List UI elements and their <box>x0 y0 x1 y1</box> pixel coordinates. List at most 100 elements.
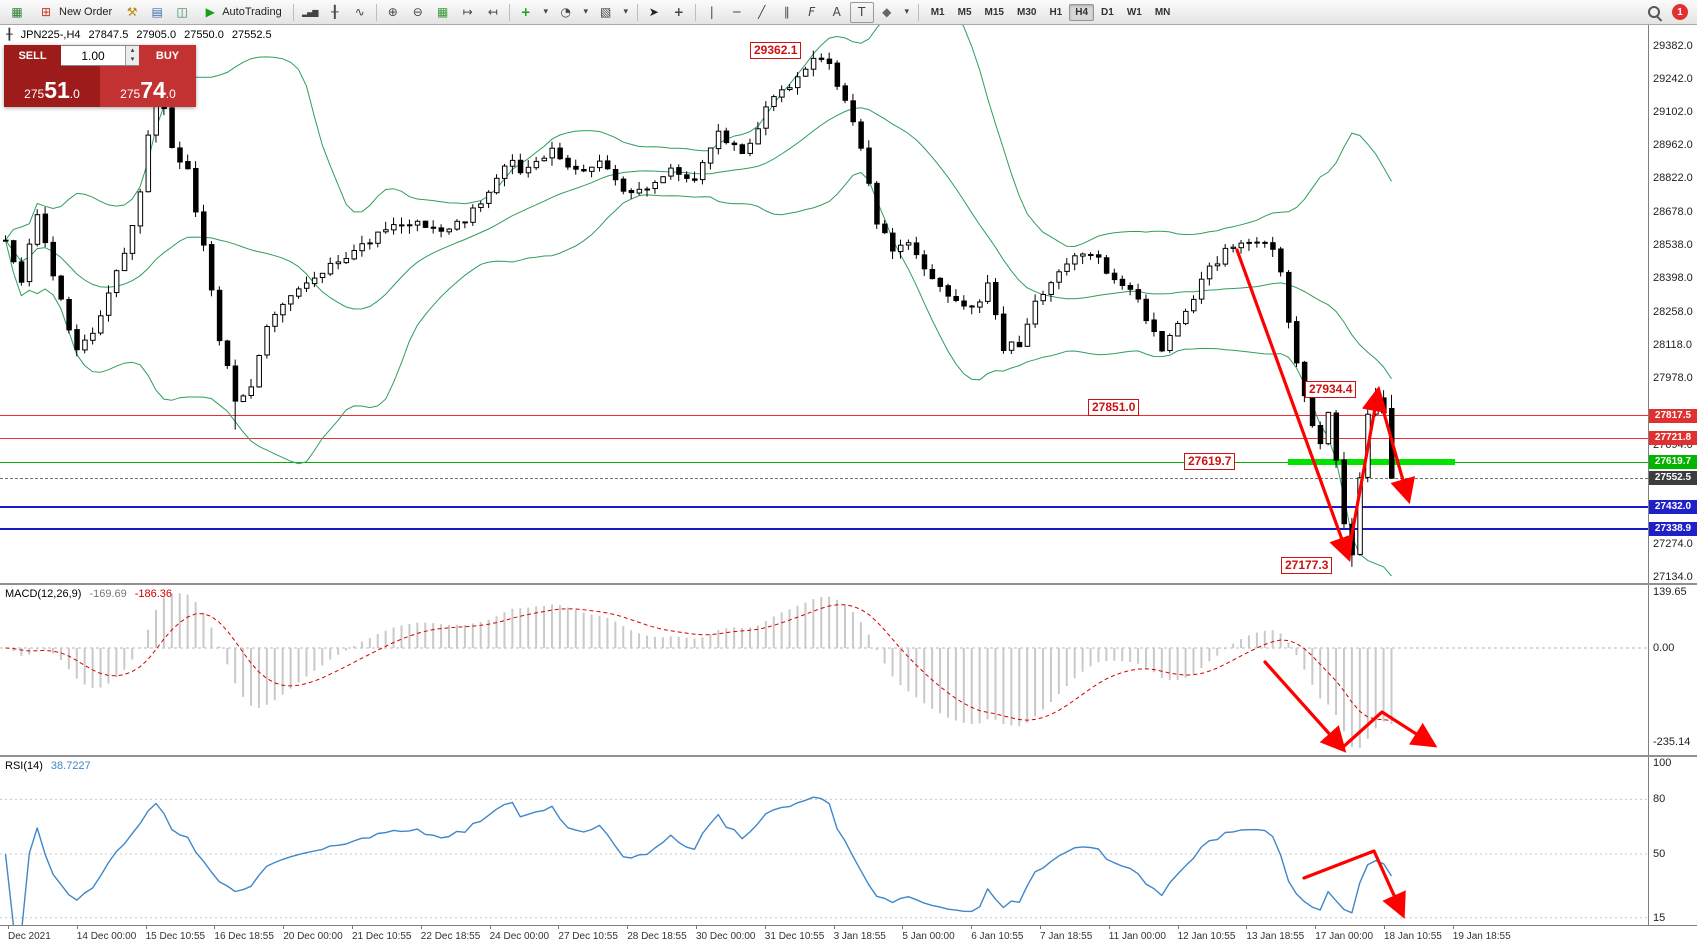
text-label-icon[interactable]: T <box>849 1 874 23</box>
sell-price-button[interactable]: 275 51.0 <box>4 66 100 107</box>
horizontal-level-line[interactable] <box>0 437 1648 439</box>
time-tick <box>76 926 78 929</box>
data-window-icon[interactable]: ▤ <box>151 5 163 19</box>
dropdown-caret-icon[interactable]: ▾ <box>623 7 628 17</box>
horizontal-level-line[interactable] <box>0 461 1648 463</box>
time-tick <box>1177 926 1179 929</box>
price-axis[interactable]: 29382.0 29242.0 29102.0 28962.0 28822.0 28678… <box>1648 25 1697 925</box>
dropdown-caret-icon[interactable]: ▾ <box>543 7 548 17</box>
bar-chart-icon[interactable]: ▂▄▆ <box>301 7 318 17</box>
time-tick <box>1315 926 1317 929</box>
price-tick: 29382.0 <box>1653 40 1693 52</box>
new-order-button[interactable]: ⊞ New Order <box>30 3 119 22</box>
autotrading-label: AutoTrading <box>222 6 282 18</box>
timeframe-button-D1[interactable]: D1 <box>1101 6 1114 18</box>
timeframe-button-M1[interactable]: M1 <box>930 6 945 18</box>
templates-icon[interactable]: ▧ <box>600 5 612 19</box>
chart-shift-icon[interactable]: ↤ <box>487 5 498 19</box>
dropdown-caret-icon[interactable]: ▾ <box>583 7 588 17</box>
sell-price-big: 51 <box>44 77 70 104</box>
sell-button[interactable]: SELL <box>4 45 61 66</box>
macd-header: MACD(12,26,9) -169.69 -186.36 <box>5 588 172 600</box>
price-badge: 27721.8 <box>1649 431 1697 446</box>
trend-arrow[interactable] <box>1235 248 1354 563</box>
volume-down-icon[interactable]: ▾ <box>130 55 135 63</box>
volume-value[interactable]: 1.00 <box>81 48 105 63</box>
volume-spinner[interactable]: ▴ ▾ <box>125 46 139 65</box>
channel-icon[interactable]: ∥ <box>783 5 790 19</box>
fibonacci-icon[interactable]: F <box>808 5 816 19</box>
buy-button[interactable]: BUY <box>139 45 196 66</box>
timeframe-button-W1[interactable]: W1 <box>1126 6 1142 18</box>
timeframe-button-M30[interactable]: M30 <box>1016 6 1037 18</box>
autotrading-button[interactable]: ▶ AutoTrading <box>195 3 289 22</box>
metaeditor-icon[interactable]: ⚒ <box>126 5 138 19</box>
thick-green-support-segment[interactable] <box>1288 459 1455 466</box>
time-tick <box>1246 926 1248 929</box>
horizontal-line-icon[interactable]: ─ <box>733 5 741 19</box>
trend-arrow[interactable] <box>1340 710 1438 750</box>
horizontal-level-line[interactable] <box>0 477 1648 479</box>
trend-arrow[interactable] <box>1346 385 1388 558</box>
trend-arrow[interactable] <box>1376 390 1416 505</box>
toolbar-separator <box>636 3 638 21</box>
navigator-icon[interactable]: ◫ <box>176 5 188 19</box>
macd-axis-label: 0.00 <box>1653 642 1675 654</box>
time-label: 12 Jan 10:55 <box>1177 931 1236 942</box>
candlestick-chart-icon[interactable]: ╂ <box>331 5 339 19</box>
time-axis[interactable]: Dec 2021 14 Dec 00:00 15 Dec 10:55 16 Dec 1… <box>0 925 1697 947</box>
time-tick <box>833 926 835 929</box>
time-label: 28 Dec 18:55 <box>627 931 687 942</box>
vertical-line-icon[interactable]: | <box>709 5 714 19</box>
panel-splitter-macd[interactable] <box>0 583 1697 585</box>
zoom-out-icon[interactable]: ⊖ <box>412 5 423 19</box>
panel-splitter-rsi[interactable] <box>0 755 1697 757</box>
horizontal-level-line[interactable] <box>0 527 1648 530</box>
text-icon[interactable]: A <box>832 5 841 19</box>
toolbar-separator <box>375 3 377 21</box>
rsi-label: RSI(14) <box>5 760 43 772</box>
trend-arrow[interactable] <box>1302 849 1406 919</box>
price-tick: 27978.0 <box>1653 371 1693 384</box>
time-tick <box>1040 926 1041 929</box>
search-icon[interactable] <box>1646 4 1663 21</box>
indicators-icon[interactable]: + <box>520 5 531 19</box>
timeframe-button-M15[interactable]: M15 <box>984 6 1004 18</box>
chart-ohlc-header: ╂ JPN225-,H4 27847.5 27905.0 27550.0 275… <box>6 28 272 41</box>
crosshair-icon[interactable]: + <box>673 5 684 19</box>
cursor-icon[interactable]: ➤ <box>648 5 659 19</box>
dropdown-caret-icon[interactable]: ▾ <box>904 7 909 17</box>
buy-price-button[interactable]: 275 74.0 <box>100 66 196 107</box>
time-tick <box>1384 926 1385 929</box>
trendline-icon[interactable]: ╱ <box>758 5 766 19</box>
new-order-icon: ⊞ <box>40 5 52 19</box>
volume-field[interactable]: 1.00 ▴ ▾ <box>61 45 139 66</box>
trend-arrow[interactable] <box>1263 660 1347 753</box>
tile-windows-icon[interactable]: ▦ <box>437 5 449 19</box>
horizontal-level-line[interactable] <box>0 505 1648 508</box>
horizontal-level-line[interactable] <box>0 415 1648 417</box>
rsi-axis-label: 80 <box>1653 793 1666 806</box>
zoom-in-icon[interactable]: ⊕ <box>387 5 398 19</box>
auto-scroll-icon[interactable]: ↦ <box>462 5 473 19</box>
macd-label: MACD(12,26,9) <box>5 588 82 600</box>
timeframe-button-H1[interactable]: H1 <box>1049 6 1063 18</box>
periods-icon[interactable]: ◔ <box>560 5 571 19</box>
time-tick <box>764 926 766 929</box>
price-badge: 27338.9 <box>1649 521 1697 536</box>
shapes-icon[interactable]: ◆ <box>882 5 892 19</box>
toolbar-separator <box>694 3 696 21</box>
price-tick: 28118.0 <box>1653 338 1692 351</box>
price-badge: 27817.5 <box>1649 408 1697 423</box>
timeframe-button-H4[interactable]: H4 <box>1069 3 1095 21</box>
new-chart-icon[interactable]: ▦ <box>11 5 23 19</box>
price-tick: 29242.0 <box>1653 73 1693 86</box>
volume-up-icon[interactable]: ▴ <box>130 46 135 54</box>
timeframe-button-MN[interactable]: MN <box>1154 6 1171 18</box>
notification-badge[interactable]: 1 <box>1672 4 1688 20</box>
timeframe-button-M5[interactable]: M5 <box>957 6 972 18</box>
time-label: 7 Jan 18:55 <box>1040 931 1093 942</box>
line-chart-icon[interactable]: ∿ <box>354 5 365 19</box>
